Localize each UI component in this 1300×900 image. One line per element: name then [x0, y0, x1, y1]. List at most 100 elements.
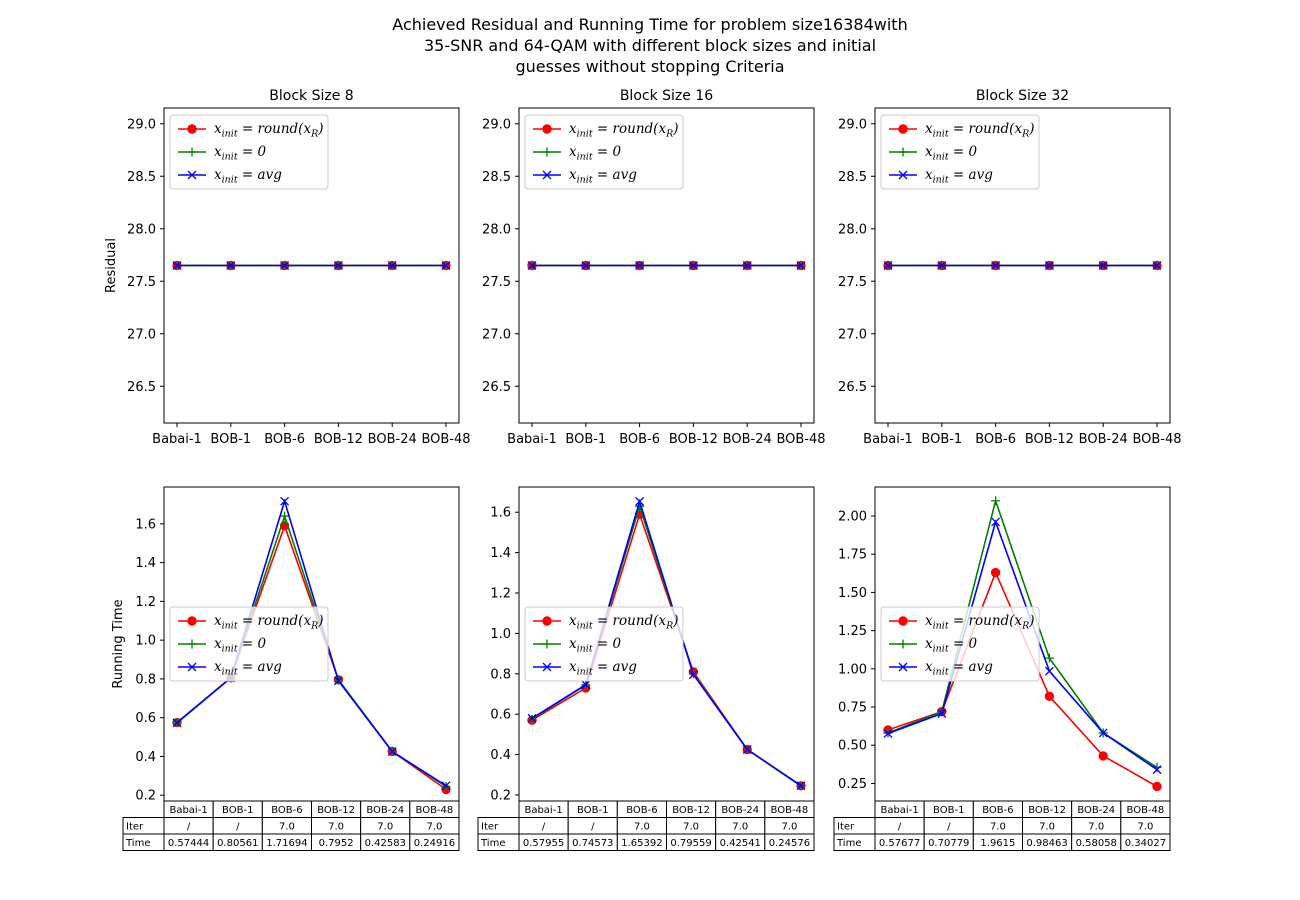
- legend-marker: [187, 147, 197, 157]
- data-point-avg: [387, 261, 397, 270]
- table-cell-text: 7.0: [732, 822, 748, 833]
- table-cell-text: /: [187, 822, 191, 833]
- y-tick-label: 27.5: [838, 275, 867, 290]
- y-tick-label: 26.5: [127, 380, 156, 395]
- data-point-avg: [333, 261, 343, 270]
- data-table: Babai-1 BOB-1 BOB-6 BOB-12 BOB-24 BOB-48 Iter /…: [122, 800, 460, 851]
- table-cell-text: 7.0: [683, 822, 699, 833]
- table-header-text: BOB-12: [1028, 805, 1066, 816]
- data-point-avg: [742, 261, 752, 270]
- y-tick-label: 1.0: [490, 627, 511, 642]
- legend-marker: [542, 662, 552, 672]
- data-point-avg: [991, 517, 1001, 527]
- data-point-avg: [796, 781, 806, 791]
- legend-frame: [169, 114, 329, 190]
- table-cell: [764, 833, 815, 851]
- legend-marker: [542, 639, 552, 649]
- x-tick-label: BOB-24: [368, 432, 417, 447]
- table-cell-text: 7.0: [377, 822, 393, 833]
- legend-marker: [187, 616, 197, 626]
- y-tick-label: 1.4: [490, 546, 511, 561]
- figure-title: Achieved Residual and Running Time for p…: [300, 14, 1000, 77]
- chart-residual-3: Block Size 32 26.5 27.0 27.5 28.0 28.5 29.0 Bab…: [838, 88, 1181, 447]
- data-point-avg: [441, 261, 451, 270]
- table-header-text: BOB-24: [366, 805, 404, 816]
- data-table: Babai-1 BOB-1 BOB-6 BOB-12 BOB-24 BOB-48 Iter /…: [833, 800, 1171, 851]
- x-tick-label: BOB-48: [1132, 432, 1181, 447]
- table-header-text: BOB-24: [721, 805, 759, 816]
- table-row-label: Time: [125, 838, 150, 849]
- y-tick-label: 28.5: [482, 170, 511, 185]
- data-point-zero: [280, 511, 290, 521]
- data-point-avg: [883, 729, 893, 738]
- y-tick-label: 29.0: [127, 117, 156, 132]
- y-tick-label: 28.5: [838, 170, 867, 185]
- table-cell-text: /: [542, 822, 546, 833]
- table-cell-text: /: [236, 822, 240, 833]
- y-tick-label: 27.0: [127, 327, 156, 342]
- table-cell: [409, 833, 460, 851]
- legend-marker: [187, 662, 197, 672]
- table-cell-text: 7.0: [328, 822, 344, 833]
- x-tick-label: BOB-1: [210, 432, 251, 447]
- legend-label: xinit = 0: [569, 636, 622, 655]
- x-tick-label: BOB-48: [776, 432, 825, 447]
- table-cell-text: 0.57955: [523, 838, 564, 849]
- x-tick-label: BOB-6: [264, 432, 305, 447]
- data-point-avg: [280, 261, 290, 270]
- legend-marker: [187, 170, 197, 180]
- table-cell-text: 0.70779: [928, 838, 969, 849]
- legend-marker: [898, 124, 908, 134]
- y-tick-label: 0.50: [838, 739, 867, 754]
- table-cell: [1120, 833, 1171, 851]
- table-cell-text: 0.98463: [1026, 838, 1067, 849]
- legend-marker: [898, 639, 908, 649]
- legend-frame: [169, 606, 329, 682]
- legend: xinit = round(xR) xinit = 0 xinit = avg: [524, 114, 684, 190]
- data-point-zero: [1044, 653, 1054, 663]
- data-point-avg: [937, 709, 947, 718]
- x-tick-label: BOB-24: [723, 432, 772, 447]
- table-cell-text: 0.79559: [670, 838, 711, 849]
- legend-label: xinit = avg: [925, 167, 993, 186]
- legend: xinit = round(xR) xinit = 0 xinit = avg: [169, 606, 329, 682]
- chart-title: Block Size 8: [269, 88, 353, 104]
- y-tick-label: 0.8: [135, 672, 156, 687]
- table-header-text: BOB-48: [1127, 805, 1165, 816]
- data-point-avg: [1044, 666, 1054, 676]
- y-tick-label: 1.6: [490, 506, 511, 521]
- x-tick-label: Babai-1: [507, 432, 557, 447]
- legend-marker: [898, 616, 908, 626]
- y-tick-label: 1.00: [838, 662, 867, 677]
- data-point-avg: [527, 713, 537, 723]
- table-cell-text: 1.71694: [266, 838, 307, 849]
- legend-label: xinit = 0: [925, 636, 978, 655]
- legend-label: xinit = avg: [214, 167, 282, 186]
- table-cell-text: 0.57444: [168, 838, 209, 849]
- table-row-label: Time: [480, 838, 505, 849]
- y-tick-label: 28.0: [127, 222, 156, 237]
- data-point-avg: [333, 676, 343, 686]
- data-point-avg: [991, 261, 1001, 270]
- y-tick-label: 0.6: [135, 711, 156, 726]
- table-header-text: Babai-1: [169, 805, 207, 816]
- table-row-label: Iter: [837, 822, 855, 833]
- legend-frame: [524, 114, 684, 190]
- x-tick-label: BOB-1: [921, 432, 962, 447]
- y-tick-label: 29.0: [838, 117, 867, 132]
- y-tick-label: 1.2: [490, 587, 511, 602]
- y-tick-label: 28.0: [482, 222, 511, 237]
- y-tick-label: 1.25: [838, 624, 867, 639]
- y-tick-label: 1.0: [135, 634, 156, 649]
- data-point-avg: [527, 261, 537, 270]
- table-header-text: BOB-48: [771, 805, 809, 816]
- y-tick-label: 0.75: [838, 701, 867, 716]
- table-cell-text: /: [591, 822, 595, 833]
- y-tick-label: 28.5: [127, 170, 156, 185]
- data-point-avg: [387, 747, 397, 757]
- legend-marker: [898, 170, 908, 180]
- table-cell-text: 7.0: [781, 822, 797, 833]
- data-point-avg: [1044, 261, 1054, 270]
- table-cell-text: 7.0: [990, 822, 1006, 833]
- table-header-text: Babai-1: [880, 805, 918, 816]
